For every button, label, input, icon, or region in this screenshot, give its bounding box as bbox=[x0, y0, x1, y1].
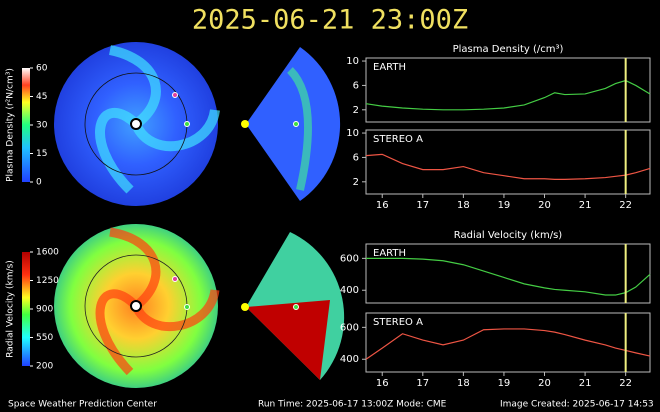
colorbar-tick-label: 30 bbox=[36, 121, 48, 131]
footer-right: Image Created: 2025-06-17 14:53 bbox=[500, 400, 654, 410]
panel-frame bbox=[365, 57, 651, 123]
series-label: STEREO A bbox=[373, 317, 423, 328]
colorbar-tick-label: 15 bbox=[36, 149, 47, 159]
colorbar-tick-label: 60 bbox=[36, 64, 48, 74]
density-disk bbox=[54, 42, 341, 206]
series-line bbox=[366, 257, 651, 296]
y-tick-label: 6 bbox=[353, 80, 359, 91]
x-tick-label: 20 bbox=[538, 200, 551, 211]
x-tick-label: 21 bbox=[579, 200, 592, 211]
series-label: EARTH bbox=[373, 62, 406, 73]
panel-title: Radial Velocity (km/s) bbox=[454, 230, 562, 241]
panel-frame bbox=[365, 243, 651, 304]
series-label: EARTH bbox=[373, 248, 406, 259]
panel-frame bbox=[365, 129, 651, 195]
y-tick-label: 600 bbox=[340, 253, 359, 264]
colorbar-tick-label: 0 bbox=[36, 178, 42, 188]
footer-middle: Run Time: 2025-06-17 13:00Z Mode: CME bbox=[258, 400, 447, 410]
y-tick-label: 10 bbox=[346, 56, 359, 67]
title: 2025-06-21 23:00Z bbox=[192, 5, 468, 36]
panel-title: Plasma Density (/cm³) bbox=[453, 44, 564, 55]
x-tick-label: 16 bbox=[376, 378, 389, 389]
velocity-disk bbox=[54, 224, 345, 388]
colorbar bbox=[22, 252, 30, 366]
x-tick-label: 16 bbox=[376, 200, 389, 211]
x-tick-label: 19 bbox=[498, 378, 511, 389]
colorbar bbox=[22, 68, 30, 182]
colorbar-tick-label: 45 bbox=[36, 92, 47, 102]
series-line bbox=[365, 328, 651, 360]
x-tick-label: 22 bbox=[619, 200, 632, 211]
x-tick-label: 18 bbox=[457, 200, 470, 211]
series-label: STEREO A bbox=[373, 134, 423, 145]
x-tick-label: 17 bbox=[416, 200, 429, 211]
panel-frame bbox=[365, 312, 651, 373]
series-line bbox=[365, 79, 651, 111]
y-tick-label: 6 bbox=[353, 152, 359, 163]
colorbar-tick-label: 1250 bbox=[36, 276, 59, 286]
footer-left: Space Weather Prediction Center bbox=[8, 400, 157, 410]
x-tick-label: 22 bbox=[619, 378, 632, 389]
y-tick-label: 2 bbox=[353, 105, 359, 116]
x-tick-label: 19 bbox=[498, 200, 511, 211]
colorbar-tick-label: 1600 bbox=[36, 248, 59, 258]
colorbar-tick-label: 900 bbox=[36, 305, 53, 315]
x-tick-label: 18 bbox=[457, 378, 470, 389]
x-tick-label: 21 bbox=[579, 378, 592, 389]
x-tick-label: 20 bbox=[538, 378, 551, 389]
colorbar-label: Plasma Density (r²N/cm³) bbox=[6, 68, 16, 182]
x-tick-label: 17 bbox=[416, 378, 429, 389]
colorbar-label: Radial Velocity (km/s) bbox=[6, 260, 16, 358]
y-tick-label: 2 bbox=[353, 177, 359, 188]
y-tick-label: 400 bbox=[340, 354, 359, 365]
y-tick-label: 400 bbox=[340, 285, 359, 296]
colorbar-tick-label: 550 bbox=[36, 333, 53, 343]
series-line bbox=[365, 153, 651, 180]
colorbar-tick-label: 200 bbox=[36, 362, 53, 372]
y-tick-label: 10 bbox=[346, 128, 359, 139]
y-tick-label: 600 bbox=[340, 322, 359, 333]
